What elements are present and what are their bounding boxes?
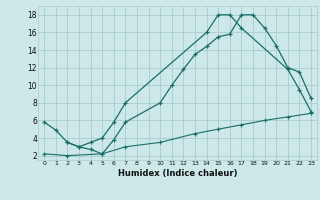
X-axis label: Humidex (Indice chaleur): Humidex (Indice chaleur) <box>118 169 237 178</box>
